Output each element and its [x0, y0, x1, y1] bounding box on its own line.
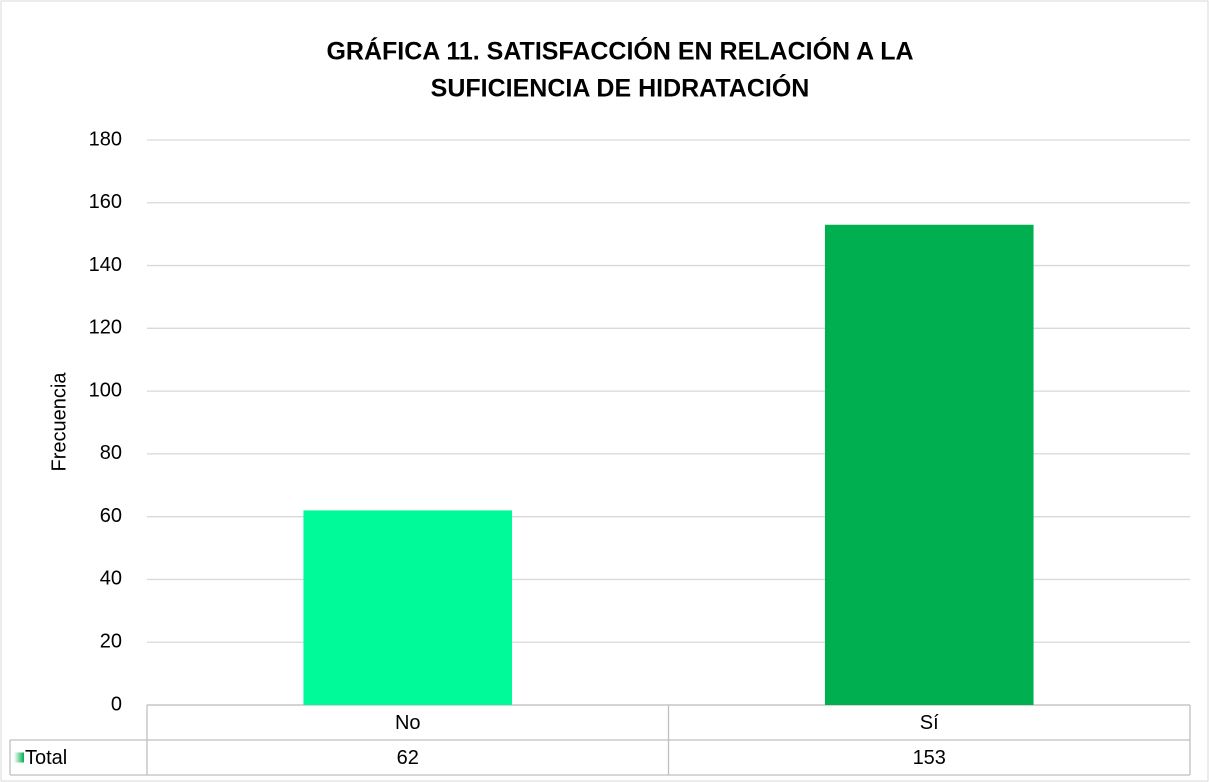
y-tick-label: 60 — [100, 505, 122, 527]
table-value: 153 — [913, 747, 946, 769]
y-tick-label: 160 — [89, 191, 122, 213]
bar — [824, 224, 1034, 705]
y-tick-label: 20 — [100, 631, 122, 653]
y-tick-label: 140 — [89, 254, 122, 276]
bar — [303, 510, 513, 705]
y-tick-label: 80 — [100, 442, 122, 464]
chart-title: GRÁFICA 11. SATISFACCIÓN EN RELACIÓN A L… — [326, 36, 913, 66]
y-tick-label: 40 — [100, 568, 122, 590]
y-tick-label: 0 — [111, 693, 122, 715]
y-axis-label: Frecuencia — [48, 372, 70, 472]
y-tick-label: 120 — [89, 317, 122, 339]
y-tick-label: 100 — [89, 379, 122, 401]
table-value: 62 — [397, 747, 419, 769]
legend-label: Total — [25, 747, 67, 769]
chart-title: SUFICIENCIA DE HIDRATACIÓN — [431, 73, 810, 103]
legend-key — [14, 752, 24, 763]
x-tick-label: No — [395, 712, 421, 734]
y-tick-label: 180 — [89, 128, 122, 150]
x-tick-label: Sí — [920, 712, 939, 734]
